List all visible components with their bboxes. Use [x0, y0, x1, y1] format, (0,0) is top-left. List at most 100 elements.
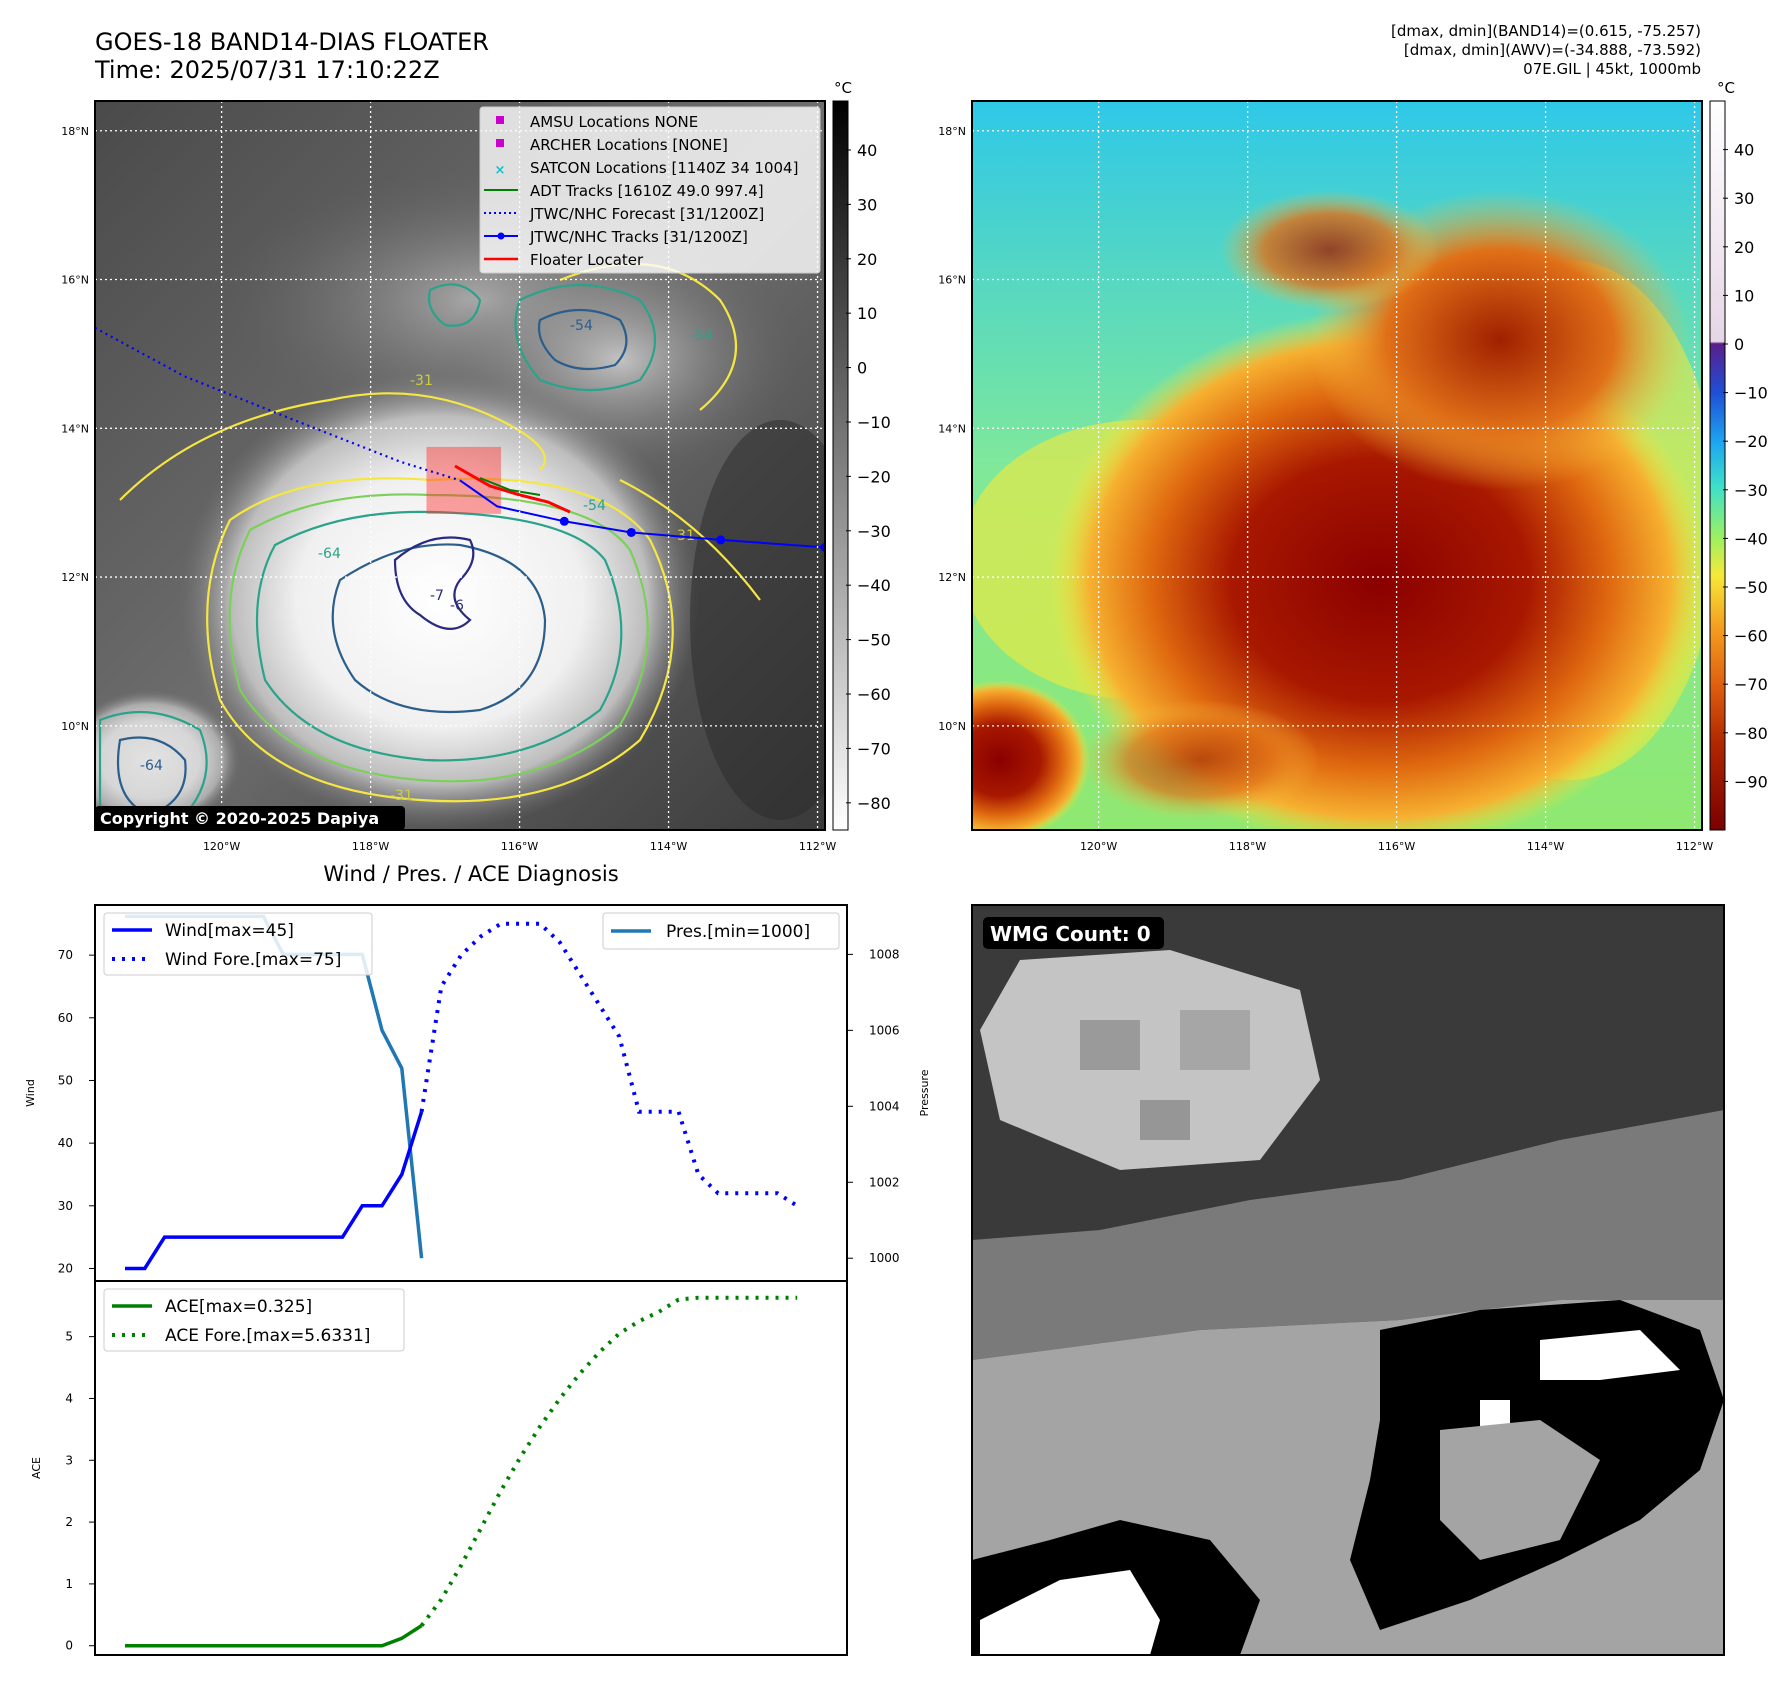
awv-cbar-tick: −80 — [1734, 724, 1768, 743]
jtwc-track-points — [559, 516, 825, 552]
ace-forecast-series-line — [419, 1295, 798, 1627]
ir-map-panel: -54 -54 -31 -64 -7 -54 -31 -64 -31 -6 18… — [61, 79, 891, 853]
contour-label: -54 — [583, 498, 606, 514]
awv-map-panel: 18°N 16°N 14°N 12°N 10°N 120°W 118°W 116… — [938, 79, 1768, 853]
ir-colorbar — [832, 100, 849, 831]
track-point — [559, 516, 569, 526]
ir-cbar-tick: −40 — [857, 576, 891, 595]
ace-tick-label: 0 — [65, 1639, 73, 1653]
awv-cbar-tick: 10 — [1734, 286, 1754, 305]
ace-tick-label: 3 — [65, 1453, 73, 1467]
awv-lat-tick: 14°N — [938, 422, 966, 435]
ace-tick-label: 1 — [65, 1577, 73, 1591]
ir-colorbar-unit: °C — [834, 79, 852, 97]
legend-forecast: JTWC/NHC Forecast [31/1200Z] — [529, 205, 764, 223]
ir-lon-tick: 112°W — [799, 840, 836, 853]
info-line-1: [dmax, dmin](BAND14)=(0.615, -75.257) — [1390, 22, 1701, 40]
wind-pressure-panel: 20 30 40 50 60 70 1000 1002 1004 1006 1008 Wind P… — [24, 904, 931, 1282]
awv-lat-tick: 16°N — [938, 274, 966, 287]
wind-ylabel: Wind — [24, 1079, 37, 1107]
awv-lat-tick: 18°N — [938, 125, 966, 138]
wmg-panel: WMG Count: 0 — [971, 904, 1725, 1656]
awv-cbar-tick: 30 — [1734, 189, 1754, 208]
ace-series-line — [125, 1624, 423, 1648]
copyright-badge — [95, 806, 405, 830]
contour-label: -54 — [570, 318, 593, 334]
ir-lon-tick: 120°W — [203, 840, 240, 853]
legend-ace: ACE[max=0.325] — [165, 1297, 312, 1317]
awv-colorbar-unit: °C — [1717, 79, 1735, 97]
wind-yticks: 20 30 40 50 60 70 — [58, 948, 95, 1275]
awv-map-frame — [971, 100, 1703, 831]
awv-lat-ticks: 18°N 16°N 14°N 12°N 10°N — [938, 125, 966, 733]
contour-label: -64 — [318, 546, 341, 562]
ir-cbar-tick: 40 — [857, 141, 877, 160]
wmg-imagery — [972, 905, 1724, 1655]
awv-cbar-tick: −70 — [1734, 675, 1768, 694]
ir-cbar-tick: 10 — [857, 304, 877, 323]
ir-colorbar-ticks: 40 30 20 10 0 −10 −20 −30 −40 −50 −60 −7… — [846, 141, 891, 813]
contour-label: -54 — [690, 328, 713, 344]
wind-legend: Wind[max=45] Wind Fore.[max=75] — [103, 912, 373, 976]
awv-cbar-tick: −90 — [1734, 772, 1768, 791]
ace-tick-label: 5 — [65, 1330, 73, 1344]
legend-archer: ARCHER Locations [NONE] — [530, 136, 728, 154]
ir-lat-ticks: 18°N 16°N 14°N 12°N 10°N — [61, 125, 89, 733]
contour-label: -6 — [450, 598, 464, 614]
wind-series-line — [125, 1111, 424, 1271]
jtwc-observed-track — [459, 479, 825, 549]
awv-lon-tick: 120°W — [1080, 840, 1117, 853]
awv-cbar-tick: −20 — [1734, 432, 1768, 451]
ir-cbar-tick: −10 — [857, 413, 891, 432]
contour-label: -64 — [140, 758, 163, 774]
awv-cbar-tick: 40 — [1734, 141, 1754, 160]
wmg-count-label: WMG Count: 0 — [990, 922, 1151, 946]
wind-tick-label: 60 — [58, 1011, 73, 1025]
info-line-3: 07E.GIL | 45kt, 1000mb — [1523, 60, 1701, 78]
ace-ylabel: ACE — [30, 1457, 43, 1479]
pressure-tick-label: 1002 — [869, 1175, 900, 1189]
legend-wind: Wind[max=45] — [165, 921, 294, 941]
wind-tick-label: 30 — [58, 1199, 73, 1213]
awv-cbar-tick: −30 — [1734, 481, 1768, 500]
awv-cbar-tick: 0 — [1734, 335, 1744, 354]
pressure-tick-label: 1008 — [869, 947, 900, 961]
legend-satcon: SATCON Locations [1140Z 34 1004] — [530, 159, 798, 177]
ir-contours — [98, 262, 761, 827]
legend-tracks: JTWC/NHC Tracks [31/1200Z] — [529, 228, 748, 246]
floater-locater-track — [454, 464, 571, 514]
ir-cbar-tick: 20 — [857, 250, 877, 269]
ir-lon-tick: 114°W — [650, 840, 687, 853]
legend-ace-fore: ACE Fore.[max=5.6331] — [165, 1326, 370, 1346]
ir-legend: AMSU Locations NONE ARCHER Locations [NO… — [479, 106, 821, 274]
figure-title: GOES-18 BAND14-DIAS FLOATER Time: 2025/0… — [95, 28, 489, 84]
ace-legend: ACE[max=0.325] ACE Fore.[max=5.6331] — [103, 1288, 405, 1352]
awv-colorbar-ticks: 40 30 20 10 0 −10 −20 −30 −40 −50 −60 −7… — [1723, 141, 1768, 791]
legend-adt: ADT Tracks [1610Z 49.0 997.4] — [530, 182, 764, 200]
amsu-marker-icon — [496, 116, 504, 124]
legend-floater: Floater Locater — [530, 251, 644, 269]
legend-pressure: Pres.[min=1000] — [666, 922, 810, 942]
wind-tick-label: 70 — [58, 948, 73, 962]
awv-lon-ticks: 120°W 118°W 116°W 114°W 112°W — [1080, 840, 1713, 853]
track-point — [626, 527, 636, 537]
adt-track — [479, 477, 541, 496]
info-line-2: [dmax, dmin](AWV)=(-34.888, -73.592) — [1403, 41, 1701, 59]
ir-cbar-tick: −70 — [857, 739, 891, 758]
ir-lat-tick: 14°N — [61, 422, 89, 435]
wind-tick-label: 50 — [58, 1073, 73, 1087]
contour-label: -31 — [390, 788, 413, 804]
ace-yticks: 0 1 2 3 4 5 — [65, 1330, 95, 1653]
jtwc-forecast-track — [95, 326, 461, 482]
wmg-panel-frame — [971, 904, 1725, 1656]
awv-cbar-tick: −10 — [1734, 384, 1768, 403]
archer-marker-icon — [496, 139, 504, 147]
ir-cbar-tick: 0 — [857, 359, 867, 378]
awv-lon-tick: 118°W — [1229, 840, 1266, 853]
ir-cbar-tick: −20 — [857, 467, 891, 486]
ir-lon-ticks: 120°W 118°W 116°W 114°W 112°W — [203, 840, 836, 853]
pressure-tick-label: 1006 — [869, 1023, 900, 1037]
ir-cbar-tick: 30 — [857, 195, 877, 214]
wmg-count-badge — [983, 917, 1164, 949]
awv-lat-tick: 10°N — [938, 720, 966, 733]
